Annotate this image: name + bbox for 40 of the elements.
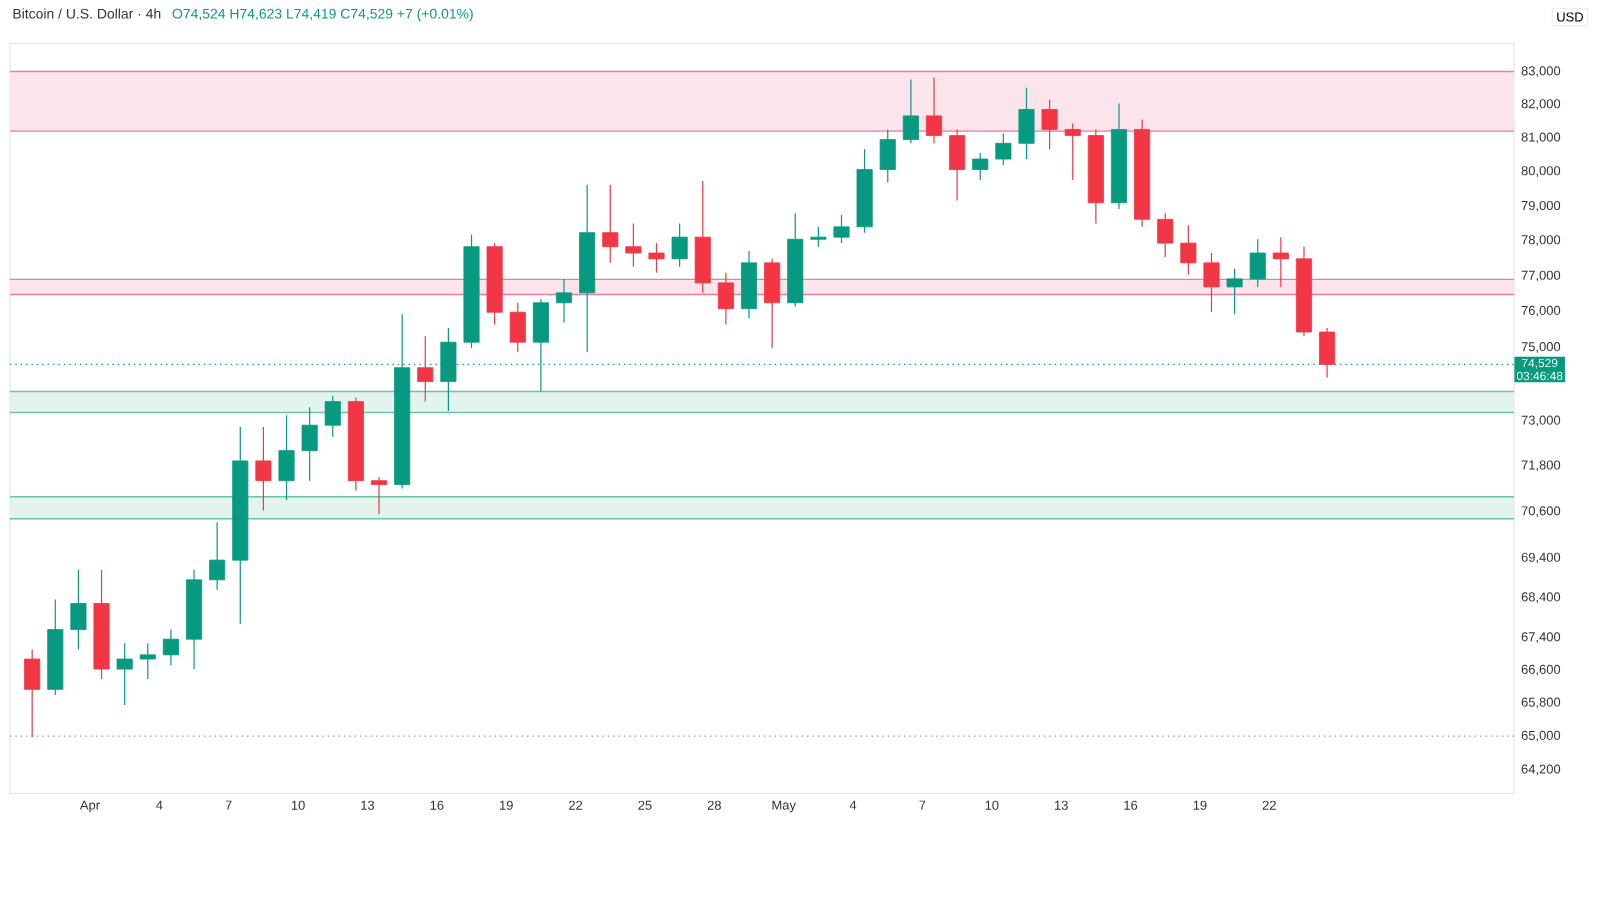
candlestick [209, 521, 226, 591]
candlestick [1226, 268, 1243, 315]
candlestick [417, 335, 434, 403]
candlestick [810, 226, 827, 248]
candlestick [1041, 98, 1058, 150]
candlestick [879, 128, 896, 184]
candlestick [116, 642, 133, 706]
candlestick [833, 214, 850, 244]
candlestick [972, 152, 989, 181]
candlestick [995, 132, 1012, 166]
candlestick [602, 184, 619, 264]
candlestick [1272, 236, 1289, 288]
candlestick [139, 642, 156, 680]
candlestick [70, 569, 87, 651]
candlestick [370, 476, 388, 515]
candlestick [949, 128, 966, 201]
candlestick [764, 258, 781, 349]
candlestick [278, 414, 295, 501]
candlestick [1319, 327, 1336, 379]
candlestick [555, 278, 573, 324]
candlestick [509, 302, 526, 353]
candlestick [671, 222, 688, 268]
candlestick [301, 406, 318, 482]
candlestick [648, 242, 665, 274]
candlestick [255, 426, 272, 512]
candlestick [625, 222, 642, 268]
candlestick [694, 180, 711, 294]
candlestick [717, 272, 734, 326]
candlestick [1018, 87, 1035, 160]
candlestick [902, 78, 919, 144]
candlestick [1203, 252, 1220, 313]
candlestick [740, 250, 758, 319]
candlestick [324, 395, 341, 438]
candlestick [1064, 122, 1081, 181]
candlestick [1249, 238, 1266, 288]
candlestick [1157, 212, 1174, 258]
candlestick [162, 628, 179, 666]
candlestick [24, 648, 41, 738]
candlestick [1180, 224, 1197, 275]
candlestick [925, 76, 943, 144]
